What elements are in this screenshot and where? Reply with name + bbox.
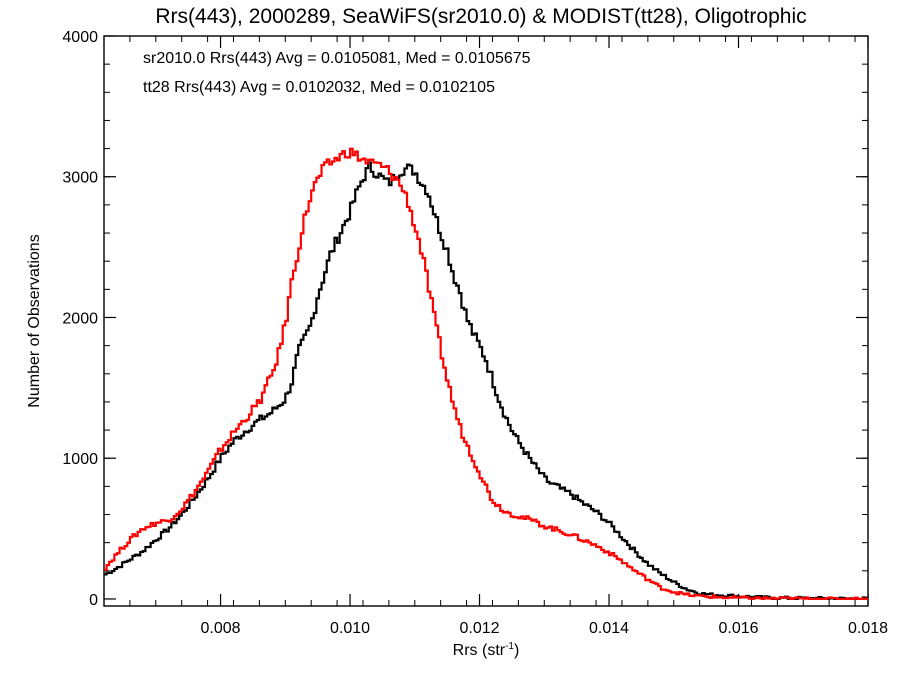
y-tick-label: 0 — [89, 592, 98, 609]
annotation-sr2010: sr2010.0 Rrs(443) Avg = 0.0105081, Med =… — [143, 50, 531, 67]
y-tick-label: 4000 — [62, 29, 98, 46]
y-tick-label: 2000 — [62, 310, 98, 327]
annotation-tt28: tt28 Rrs(443) Avg = 0.0102032, Med = 0.0… — [143, 79, 495, 96]
tick-labels: 0.008 0.010 0.012 0.014 0.016 0.018 0 1000 2000 3… — [62, 29, 888, 637]
series-tt28-line — [104, 147, 868, 601]
y-tick-label: 3000 — [62, 170, 98, 187]
y-tick-label: 1000 — [62, 451, 98, 468]
plot-frame — [103, 35, 869, 607]
x-tick-label: 0.016 — [718, 620, 758, 637]
x-tick-label: 0.014 — [589, 620, 629, 637]
x-tick-label: 0.010 — [330, 620, 370, 637]
series-sr2010-line — [104, 161, 868, 601]
y-axis-label: Number of Observations — [26, 234, 43, 407]
series-layer — [104, 147, 868, 601]
x-axis-label: Rrs (str-1) — [453, 641, 520, 659]
x-tick-label: 0.008 — [201, 620, 241, 637]
axis-ticks — [103, 35, 869, 606]
chart-title: Rrs(443), 2000289, SeaWiFS(sr2010.0) & M… — [155, 5, 806, 28]
x-tick-label: 0.018 — [848, 620, 888, 637]
x-tick-label: 0.012 — [460, 620, 500, 637]
